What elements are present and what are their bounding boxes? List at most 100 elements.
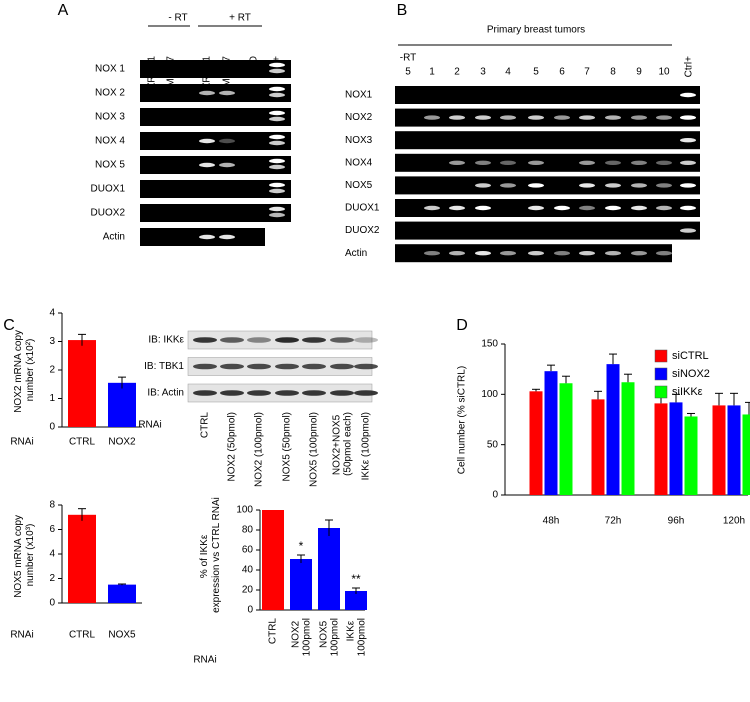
row-label: IB: TBK1 [144,361,184,372]
gel-band [579,115,595,120]
gel-band [631,205,647,211]
gel-band [449,115,465,120]
row-label: NOX 5 [95,160,125,171]
gel-title: Primary breast tumors [487,25,585,36]
gel-band [500,115,516,120]
x-tick-label: CTRL [268,618,279,645]
gel-band [656,251,672,256]
gel-band [605,160,621,165]
y-tick-label: 2 [49,573,55,584]
y-axis-label: NOX5 mRNA copy number (x10³) [13,512,36,598]
neg-label: -RT [400,53,416,64]
gel-band [424,251,440,256]
gel-band [631,183,647,188]
blot-band [220,337,244,343]
row-label: IB: IKKε [148,335,184,346]
x-tick-label: 72h [605,516,622,527]
gel-band [219,162,235,168]
significance: ** [351,572,361,586]
blot-band [193,390,217,396]
bar [108,584,136,603]
y-tick-label: 80 [242,525,254,536]
gel-band [500,183,516,188]
gel-band [219,90,235,96]
x-tick-label: 48h [543,516,560,527]
x-tick-label: NOX5 [108,630,136,641]
blot-band [354,363,378,370]
gel-band [269,164,285,170]
panel-label: B [397,2,408,19]
gel-band [680,228,696,233]
gel-band [680,160,696,165]
blot-band [193,337,217,343]
lane-label: 10 [658,67,670,78]
bar [559,383,573,495]
row-label: NOX2 [345,112,373,123]
gel-band [528,183,544,188]
panel-label: C [3,317,15,334]
x-tick-label: 96h [668,516,685,527]
lane-label: NOX2 (100pmol) [254,412,265,487]
lane-label: 1 [429,67,435,78]
legend-swatch [654,349,668,363]
y-axis-label: Cell number (% siCTRL) [457,366,468,474]
gel-band [680,138,696,143]
gel-band [500,251,516,256]
gel-lane-strip [140,180,291,198]
gel-band [475,115,491,120]
y-tick-label: 100 [481,389,498,400]
gel-band [269,68,285,74]
y-tick-label: 40 [242,565,254,576]
y-axis-label: NOX2 mRNA copy number (x10²) [13,327,36,413]
x-tick-label: NOX2 [108,437,136,448]
gel-lane-strip [395,86,700,104]
lane-label: 9 [636,67,642,78]
lane-label: IKKε (100pmol) [361,412,372,480]
gel-band [554,251,570,256]
lane-label: NOX2 (50pmol) [227,412,238,481]
rt-group: + RT [229,13,251,24]
y-tick-label: 6 [49,524,55,535]
gel-band [269,206,285,212]
gel-band [656,183,672,188]
gel-band [579,160,595,165]
y-tick-label: 20 [242,585,254,596]
bar [544,371,558,495]
lane-label: NOX5 (100pmol) [309,412,320,487]
y-tick-label: 1 [49,393,55,404]
blot-band [220,363,244,370]
panel-label: A [58,2,69,19]
gel-lane-strip [395,199,700,217]
bar [654,403,668,495]
legend-swatch [654,367,668,381]
blot-band [275,363,299,370]
gel-lane-strip [395,131,700,150]
gel-band [219,234,235,240]
legend-label: siCTRL [672,350,709,362]
y-tick-label: 0 [492,490,498,501]
x-tick-label: NOX5 100pmol [318,618,340,656]
x-axis-label: RNAi [193,655,216,666]
gel-lane-strip [395,221,700,240]
legend-swatch [654,385,668,399]
gel-band [475,251,491,256]
gel-lane-strip [140,60,291,78]
gel-band [269,86,285,92]
gel-band [528,205,544,211]
bar [290,559,312,610]
gel-band [269,188,285,194]
row-label: NOX1 [345,90,373,101]
gel-band [656,205,672,211]
gel-band [269,116,285,122]
lane-label: 5 [405,67,411,78]
y-tick-label: 0 [49,598,55,609]
gel-band [605,251,621,256]
bar [669,402,683,495]
rnai-label: RNAi [138,420,161,431]
gel-band [269,134,285,140]
gel-lane-strip [140,204,291,222]
row-label: NOX 2 [95,88,125,99]
bar [591,399,605,495]
significance: * [299,539,304,553]
